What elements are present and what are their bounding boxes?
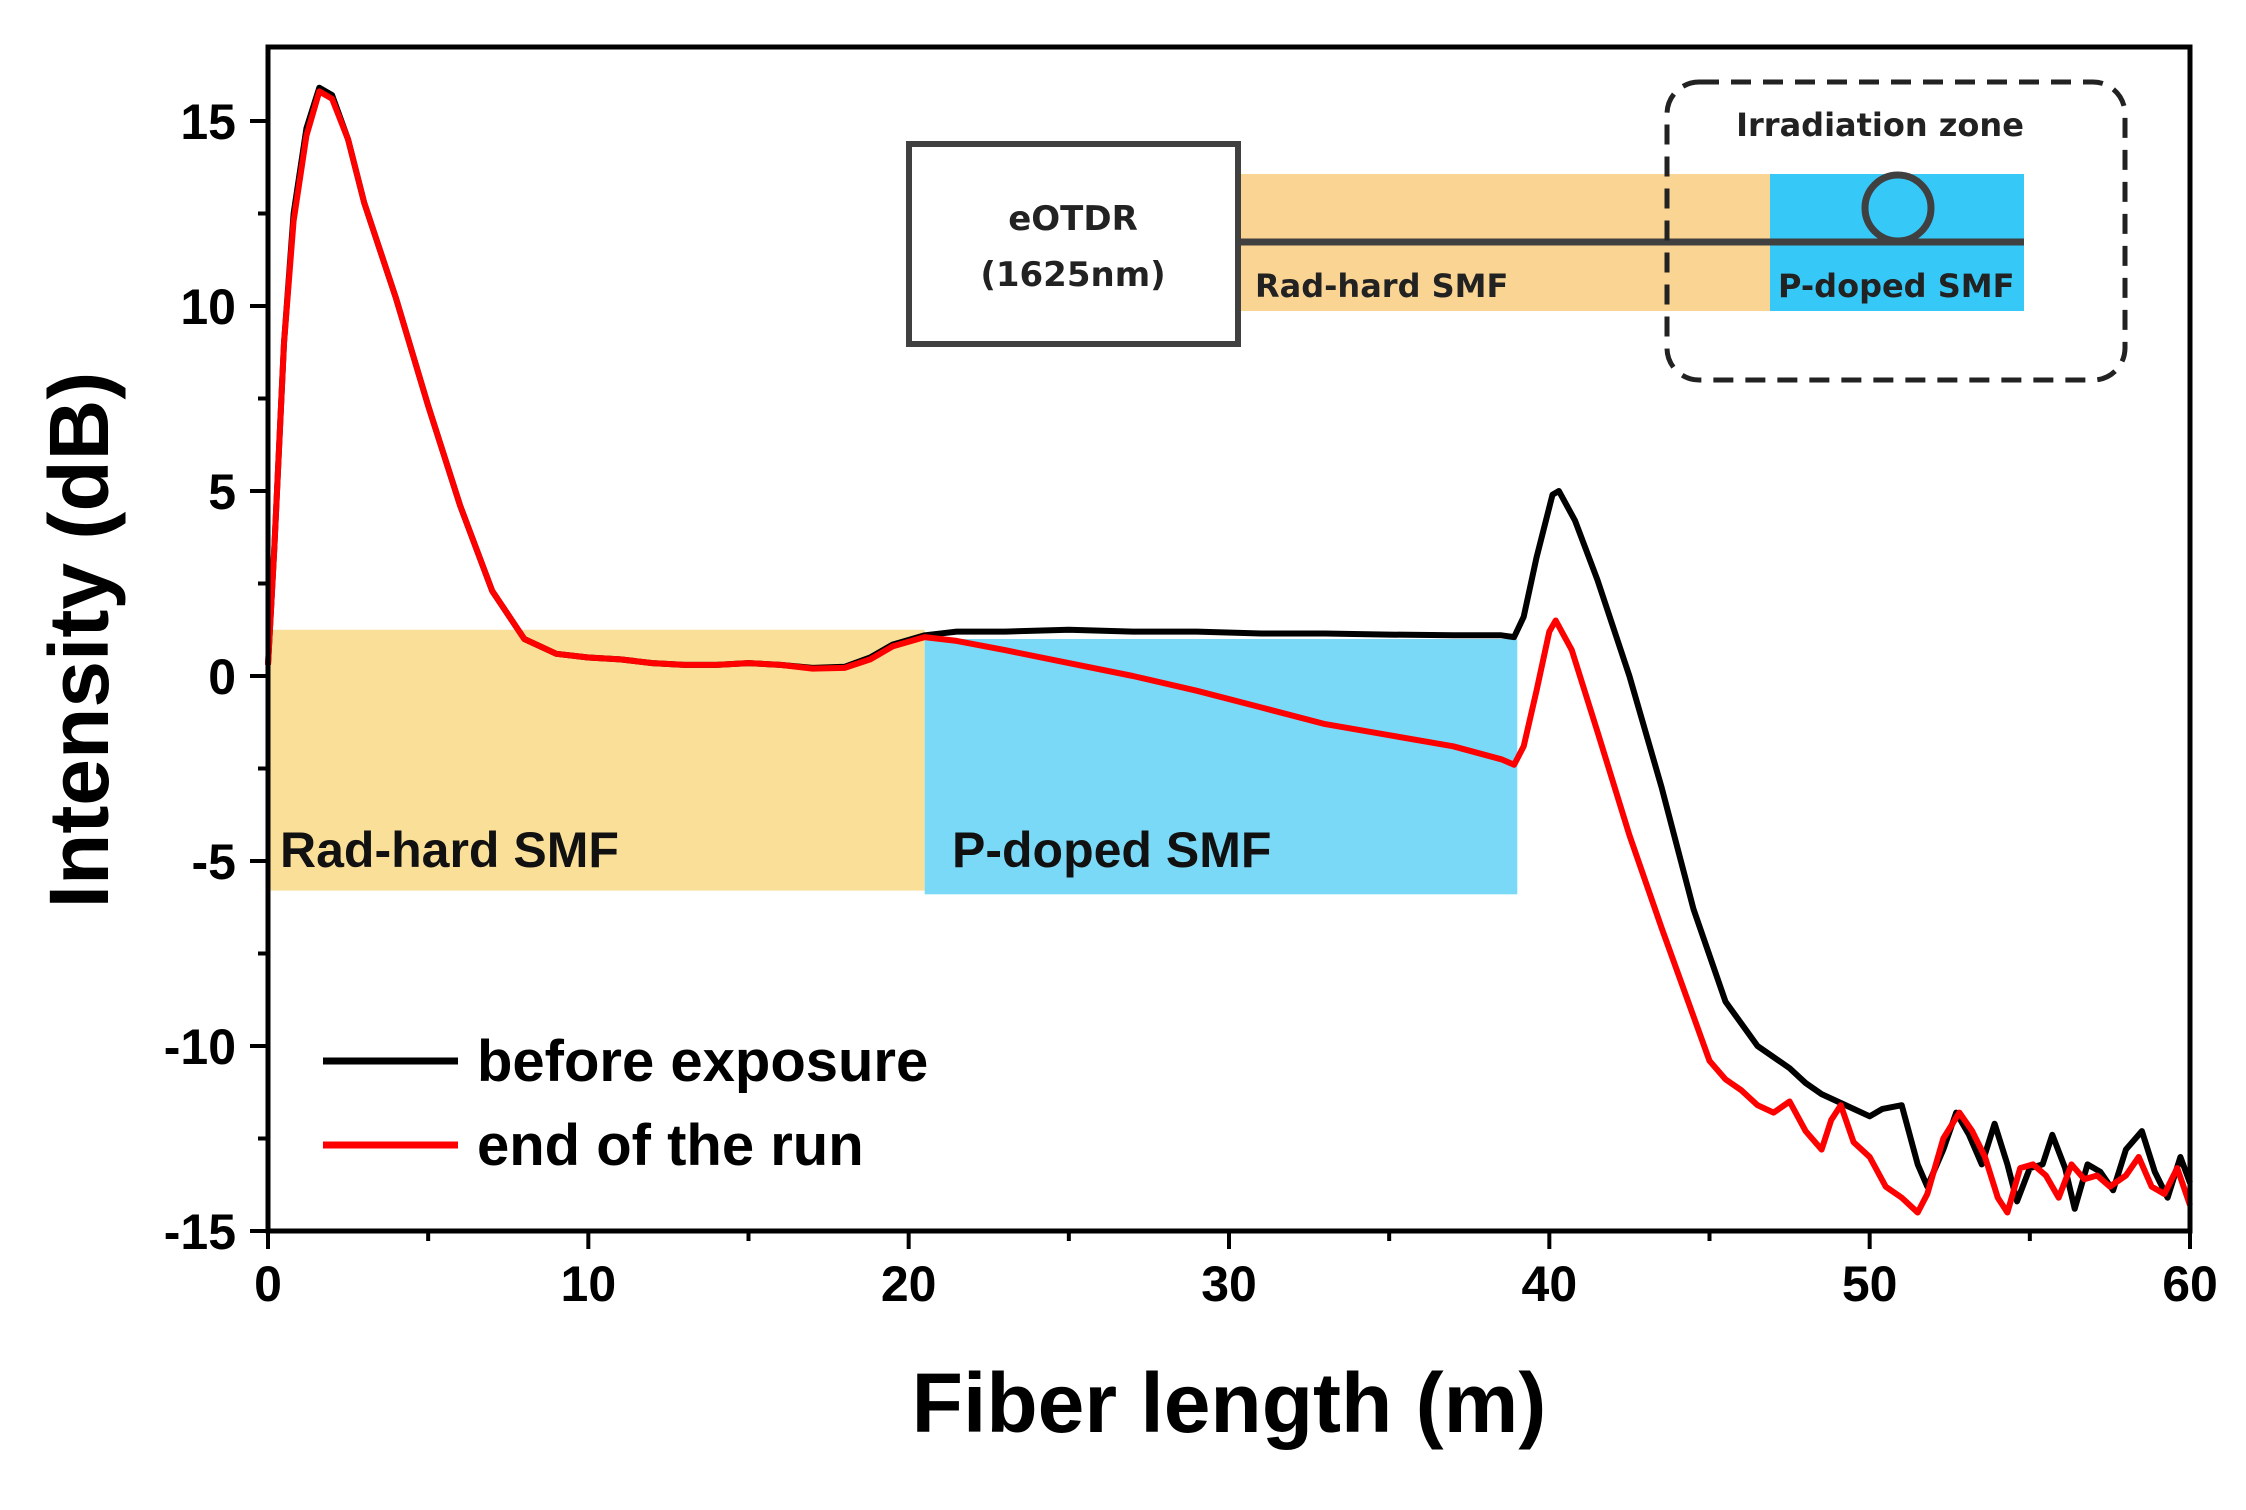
eotdr-wavelength: (1625nm) [980,255,1165,295]
axis-ticks [250,119,2192,1249]
y-tick-labels: 15 10 5 0 -5 -10 -15 [164,94,236,1260]
x-tick-label: 50 [1842,1256,1898,1312]
region-p-doped [924,639,1518,895]
legend: before exposure end of the run [323,1029,928,1178]
region-labels: Rad-hard SMF P-doped SMF [280,822,1271,878]
inset-p-doped-label: P-doped SMF [1778,267,2014,305]
legend-label-end: end of the run [477,1113,864,1178]
x-tick-label: 40 [1522,1256,1578,1312]
region-label-rad-hard: Rad-hard SMF [280,822,619,878]
x-tick-label: 20 [881,1256,937,1312]
x-tick-label: 60 [2162,1256,2218,1312]
y-tick-label: -15 [164,1204,236,1260]
x-tick-label: 0 [254,1256,282,1312]
region-rad-hard [268,629,925,891]
series-line-end-of-run [265,88,2193,1216]
y-tick-label: -5 [192,834,236,890]
irradiation-zone-label: Irradiation zone [1736,106,2024,144]
inset-rad-hard-label: Rad-hard SMF [1255,267,1508,305]
series-lines [265,84,2193,1216]
y-tick-label: 10 [180,279,236,335]
x-tick-label: 30 [1201,1256,1257,1312]
y-axis-title: Intensity (dB) [32,372,126,909]
y-tick-label: 15 [180,94,236,150]
y-tick-label: -10 [164,1019,236,1075]
y-tick-label: 0 [208,649,236,705]
y-tick-label: 5 [208,464,236,520]
fiber-coil-icon [1861,171,1935,245]
eotdr-box [906,141,1241,347]
x-tick-label: 10 [561,1256,617,1312]
setup-inset: eOTDR (1625nm) Rad-hard SMF P-doped SMF … [906,79,2128,383]
irradiation-zone-box [1664,79,2128,383]
fiber-regions [268,629,1518,895]
eotdr-label: eOTDR [1008,199,1138,239]
region-label-p-doped: P-doped SMF [952,822,1271,878]
x-axis-title: Fiber length (m) [912,1356,1547,1450]
x-tick-labels: 0 10 20 30 40 50 60 [254,1256,2218,1312]
legend-label-before: before exposure [477,1029,928,1094]
